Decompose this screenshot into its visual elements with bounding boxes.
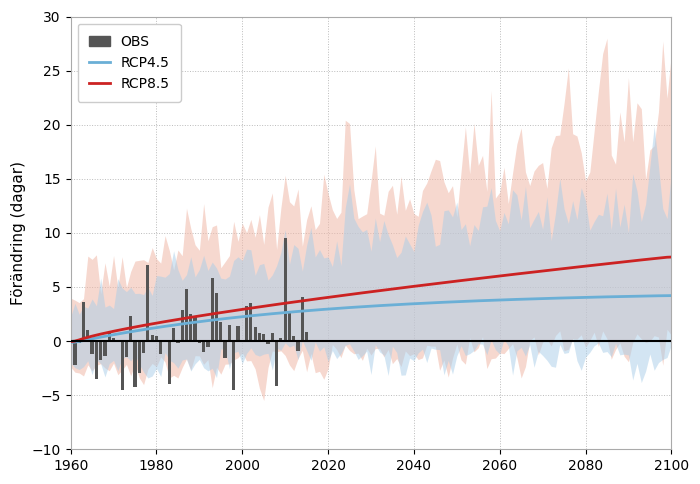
- Bar: [223, 341, 227, 358]
- Bar: [172, 329, 175, 341]
- Bar: [108, 331, 111, 341]
- Bar: [215, 293, 218, 341]
- Bar: [112, 338, 116, 341]
- Bar: [219, 322, 223, 341]
- Bar: [275, 341, 278, 386]
- Bar: [237, 326, 239, 341]
- Bar: [193, 316, 197, 341]
- Bar: [176, 341, 179, 343]
- Bar: [116, 340, 120, 341]
- Bar: [232, 341, 235, 390]
- Bar: [125, 341, 128, 357]
- Bar: [292, 336, 295, 341]
- Bar: [253, 327, 257, 341]
- Bar: [120, 341, 124, 391]
- Bar: [197, 341, 201, 343]
- Bar: [134, 341, 136, 387]
- Y-axis label: Förändring (dagar): Förändring (dagar): [11, 161, 26, 305]
- Bar: [189, 314, 192, 341]
- Bar: [138, 341, 141, 374]
- Bar: [99, 341, 102, 361]
- Bar: [211, 278, 214, 341]
- Bar: [150, 335, 154, 341]
- Legend: OBS, RCP4.5, RCP8.5: OBS, RCP4.5, RCP8.5: [78, 24, 181, 102]
- Bar: [202, 341, 205, 352]
- Bar: [78, 341, 80, 343]
- Bar: [74, 341, 76, 364]
- Bar: [279, 338, 283, 341]
- Bar: [185, 289, 188, 341]
- Bar: [181, 310, 184, 341]
- Bar: [206, 341, 209, 348]
- Bar: [155, 335, 158, 341]
- Bar: [104, 341, 106, 356]
- Bar: [258, 333, 261, 341]
- Bar: [301, 297, 304, 341]
- Bar: [262, 333, 265, 341]
- Bar: [159, 341, 162, 353]
- Bar: [288, 313, 291, 341]
- Bar: [271, 333, 274, 341]
- Bar: [129, 316, 132, 341]
- Bar: [267, 341, 270, 345]
- Bar: [296, 341, 300, 351]
- Bar: [241, 341, 244, 342]
- Bar: [245, 306, 248, 341]
- Bar: [82, 302, 85, 341]
- Bar: [142, 341, 145, 353]
- Bar: [146, 265, 150, 341]
- Bar: [249, 303, 253, 341]
- Bar: [228, 325, 231, 341]
- Bar: [284, 238, 287, 341]
- Bar: [168, 341, 171, 384]
- Bar: [305, 332, 308, 341]
- Bar: [94, 341, 98, 379]
- Bar: [86, 330, 90, 341]
- Bar: [90, 341, 94, 354]
